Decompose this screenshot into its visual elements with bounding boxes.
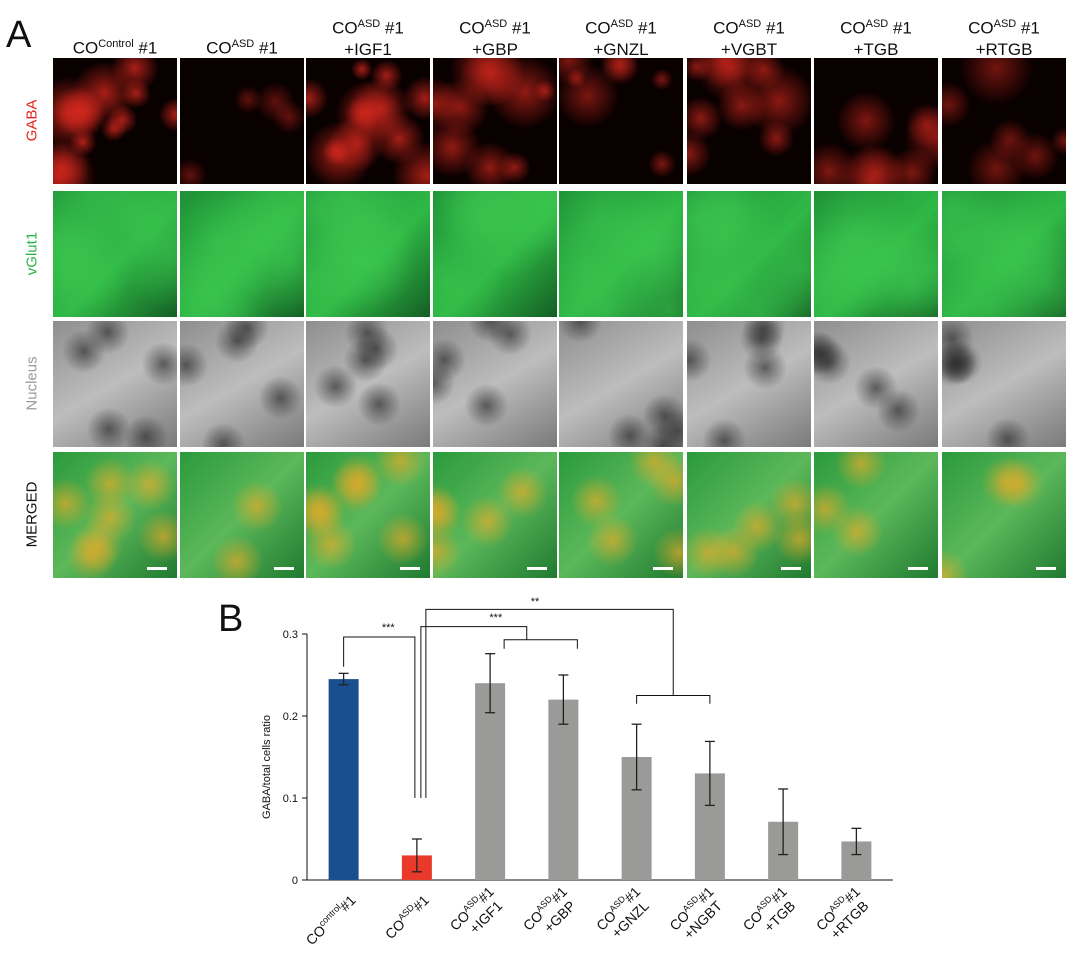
y-tick-label: 0.3: [283, 629, 298, 641]
micrograph-nuc: [942, 321, 1066, 447]
scale-bar: [653, 567, 673, 570]
x-tick-label: COASD#1+GNZL: [593, 883, 652, 941]
x-tick-label: COASD#1+TGB: [740, 883, 799, 935]
micrograph-nuc: [306, 321, 430, 447]
bar: [548, 699, 579, 880]
micrograph-vglut: [687, 191, 811, 317]
micrograph-nuc: [433, 321, 557, 447]
micrograph-gaba: [433, 58, 557, 184]
micrograph-vglut: [942, 191, 1066, 317]
micrograph-gaba: [53, 58, 177, 184]
svg-text:COcontrol#1: COcontrol#1: [302, 891, 359, 948]
micrograph-vglut: [53, 191, 177, 317]
micrograph-merge: [180, 452, 304, 578]
micrograph-nuc: [53, 321, 177, 447]
bar: [328, 679, 359, 880]
micrograph-merge: [559, 452, 683, 578]
micrograph-nuc: [559, 321, 683, 447]
micrograph-gaba: [559, 58, 683, 184]
column-header: COASD #1: [206, 38, 278, 58]
column-header: COASD #1 +VGBT: [713, 18, 785, 59]
x-tick-label: COASD#1+RTGB: [813, 883, 872, 942]
column-header: COASD #1 +GNZL: [585, 18, 657, 59]
scale-bar: [1036, 567, 1056, 570]
significance-bracket: [420, 626, 528, 798]
y-tick-label: 0: [292, 875, 298, 887]
column-header: COASD #1 +GBP: [459, 18, 531, 59]
micrograph-nuc: [814, 321, 938, 447]
x-tick-label: COASD#1+GBP: [520, 883, 579, 935]
micrograph-merge: [687, 452, 811, 578]
micrograph-gaba: [814, 58, 938, 184]
micrograph-merge: [53, 452, 177, 578]
scale-bar: [908, 567, 928, 570]
micrograph-merge: [306, 452, 430, 578]
micrograph-nuc: [180, 321, 304, 447]
y-tick-label: 0.1: [283, 793, 298, 805]
scale-bar: [400, 567, 420, 570]
micrograph-vglut: [306, 191, 430, 317]
x-tick-label: COASD#1+NGBT: [666, 883, 725, 942]
scale-bar: [274, 567, 294, 570]
panel-a-letter: A: [6, 14, 32, 56]
column-header: COASD #1 +IGF1: [332, 18, 404, 59]
significance-bracket: [425, 608, 674, 798]
x-tick-label: COASD#1+IGF1: [447, 883, 506, 936]
significance-label: ***: [489, 612, 503, 624]
y-axis-label: GABA/total cells ratio: [261, 715, 273, 819]
x-tick-label: COcontrol#1: [302, 891, 359, 948]
micrograph-gaba: [942, 58, 1066, 184]
significance-bracket: [503, 639, 578, 649]
micrograph-vglut: [814, 191, 938, 317]
panel-b-letter: B: [218, 598, 244, 640]
svg-text:COASD#1: COASD#1: [381, 891, 432, 942]
micrograph-gaba: [306, 58, 430, 184]
significance-bracket: [343, 636, 416, 798]
scale-bar: [527, 567, 547, 570]
micrograph-merge: [942, 452, 1066, 578]
micrograph-vglut: [559, 191, 683, 317]
micrograph-gaba: [180, 58, 304, 184]
micrograph-nuc: [687, 321, 811, 447]
column-header: COASD #1 +RTGB: [968, 18, 1040, 59]
significance-label: ***: [382, 622, 396, 634]
significance-bracket: [636, 695, 711, 704]
micrograph-gaba: [687, 58, 811, 184]
bar: [475, 683, 506, 880]
scale-bar: [781, 567, 801, 570]
scale-bar: [147, 567, 167, 570]
micrograph-vglut: [180, 191, 304, 317]
column-header: COControl #1: [72, 38, 158, 58]
x-tick-label: COASD#1: [381, 891, 432, 942]
y-tick-label: 0.2: [283, 711, 298, 723]
micrograph-merge: [814, 452, 938, 578]
column-header: COASD #1 +TGB: [840, 18, 912, 59]
significance-label: **: [531, 596, 540, 608]
micrograph-vglut: [433, 191, 557, 317]
micrograph-merge: [433, 452, 557, 578]
